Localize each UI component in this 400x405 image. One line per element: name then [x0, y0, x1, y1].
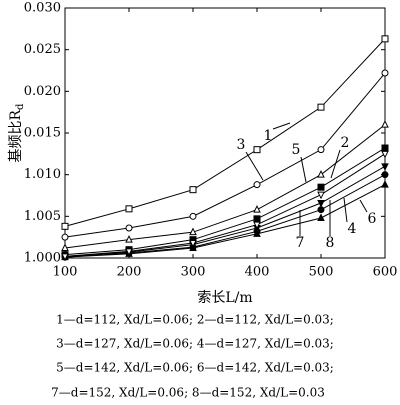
y-tick-label: 0.030 — [24, 1, 61, 16]
x-tick-label: 400 — [245, 265, 270, 280]
point — [189, 227, 197, 236]
point — [381, 69, 389, 77]
x-tick-label: 200 — [117, 265, 142, 280]
y-tick-label: 1.005 — [24, 209, 61, 224]
point — [381, 180, 389, 188]
x-tick-label: 100 — [53, 265, 78, 280]
series-label: 2 — [341, 135, 350, 151]
series-line — [64, 124, 386, 249]
point — [61, 253, 69, 261]
leader-line — [330, 149, 341, 179]
point — [381, 163, 389, 171]
point — [317, 191, 325, 200]
point — [381, 120, 389, 128]
point — [381, 150, 389, 159]
x-tick-label: 600 — [373, 265, 398, 280]
y-axis-label: 基频比Rd — [7, 103, 26, 163]
series-line — [64, 184, 386, 258]
point — [189, 186, 197, 194]
point — [253, 215, 261, 223]
leader-line — [343, 197, 348, 223]
series-label: 8 — [326, 235, 335, 251]
caption-line: 7—d=152, Xd/L=0.06; 8—d=152, Xd/L=0.03 — [51, 386, 325, 400]
leader-line — [245, 151, 264, 181]
point — [317, 206, 325, 214]
series-line — [64, 72, 386, 238]
point — [61, 233, 69, 241]
series-label: 4 — [348, 221, 357, 237]
point — [381, 144, 389, 152]
leader-line — [272, 122, 291, 130]
series-label: 6 — [368, 211, 377, 227]
series-label: 1 — [264, 128, 273, 144]
series-line — [64, 38, 386, 227]
y-tick-label: 1.010 — [24, 167, 61, 182]
point — [317, 146, 325, 154]
point — [253, 146, 261, 154]
series-label: 5 — [292, 142, 301, 158]
point — [381, 171, 389, 179]
leader-line — [359, 199, 368, 213]
series-line — [64, 165, 386, 257]
caption-line: 3—d=127, Xd/L=0.06; 4—d=127, Xd/L=0.03; — [56, 337, 334, 351]
point — [317, 200, 325, 208]
point — [317, 183, 325, 191]
point — [253, 221, 261, 230]
point — [61, 243, 69, 251]
series-label: 7 — [296, 235, 305, 251]
point — [317, 213, 325, 221]
y-axis-label-main: 基频比R — [7, 109, 24, 162]
point — [125, 248, 133, 256]
x-tick-label: 300 — [181, 265, 206, 280]
point — [189, 240, 197, 248]
point — [253, 181, 261, 189]
point — [253, 205, 261, 213]
point — [125, 224, 133, 232]
leader-line — [300, 156, 307, 183]
y-tick-label: 0.020 — [24, 84, 61, 99]
point — [381, 35, 389, 43]
point — [61, 222, 69, 230]
series-line — [64, 153, 386, 257]
y-axis-label-sub: d — [15, 103, 26, 110]
point — [317, 103, 325, 111]
point — [189, 212, 197, 220]
y-tick-label: 0.015 — [24, 126, 61, 141]
series-line — [64, 174, 386, 258]
y-tick-label: 1.000 — [24, 251, 61, 266]
y-tick-label: 0.025 — [24, 42, 61, 57]
caption-line: 1—d=112, Xd/L=0.06; 2—d=112, Xd/L=0.03; — [56, 313, 334, 327]
point — [125, 235, 133, 243]
caption-line: 5—d=142, Xd/L=0.06; 6—d=142, Xd/L=0.03; — [56, 361, 334, 375]
x-axis-label: 索长L/m — [197, 289, 252, 306]
point — [317, 170, 325, 178]
point — [125, 205, 133, 213]
series-label: 3 — [237, 137, 246, 153]
series-line — [64, 147, 386, 256]
x-tick-label: 500 — [309, 265, 334, 280]
point — [253, 229, 261, 237]
